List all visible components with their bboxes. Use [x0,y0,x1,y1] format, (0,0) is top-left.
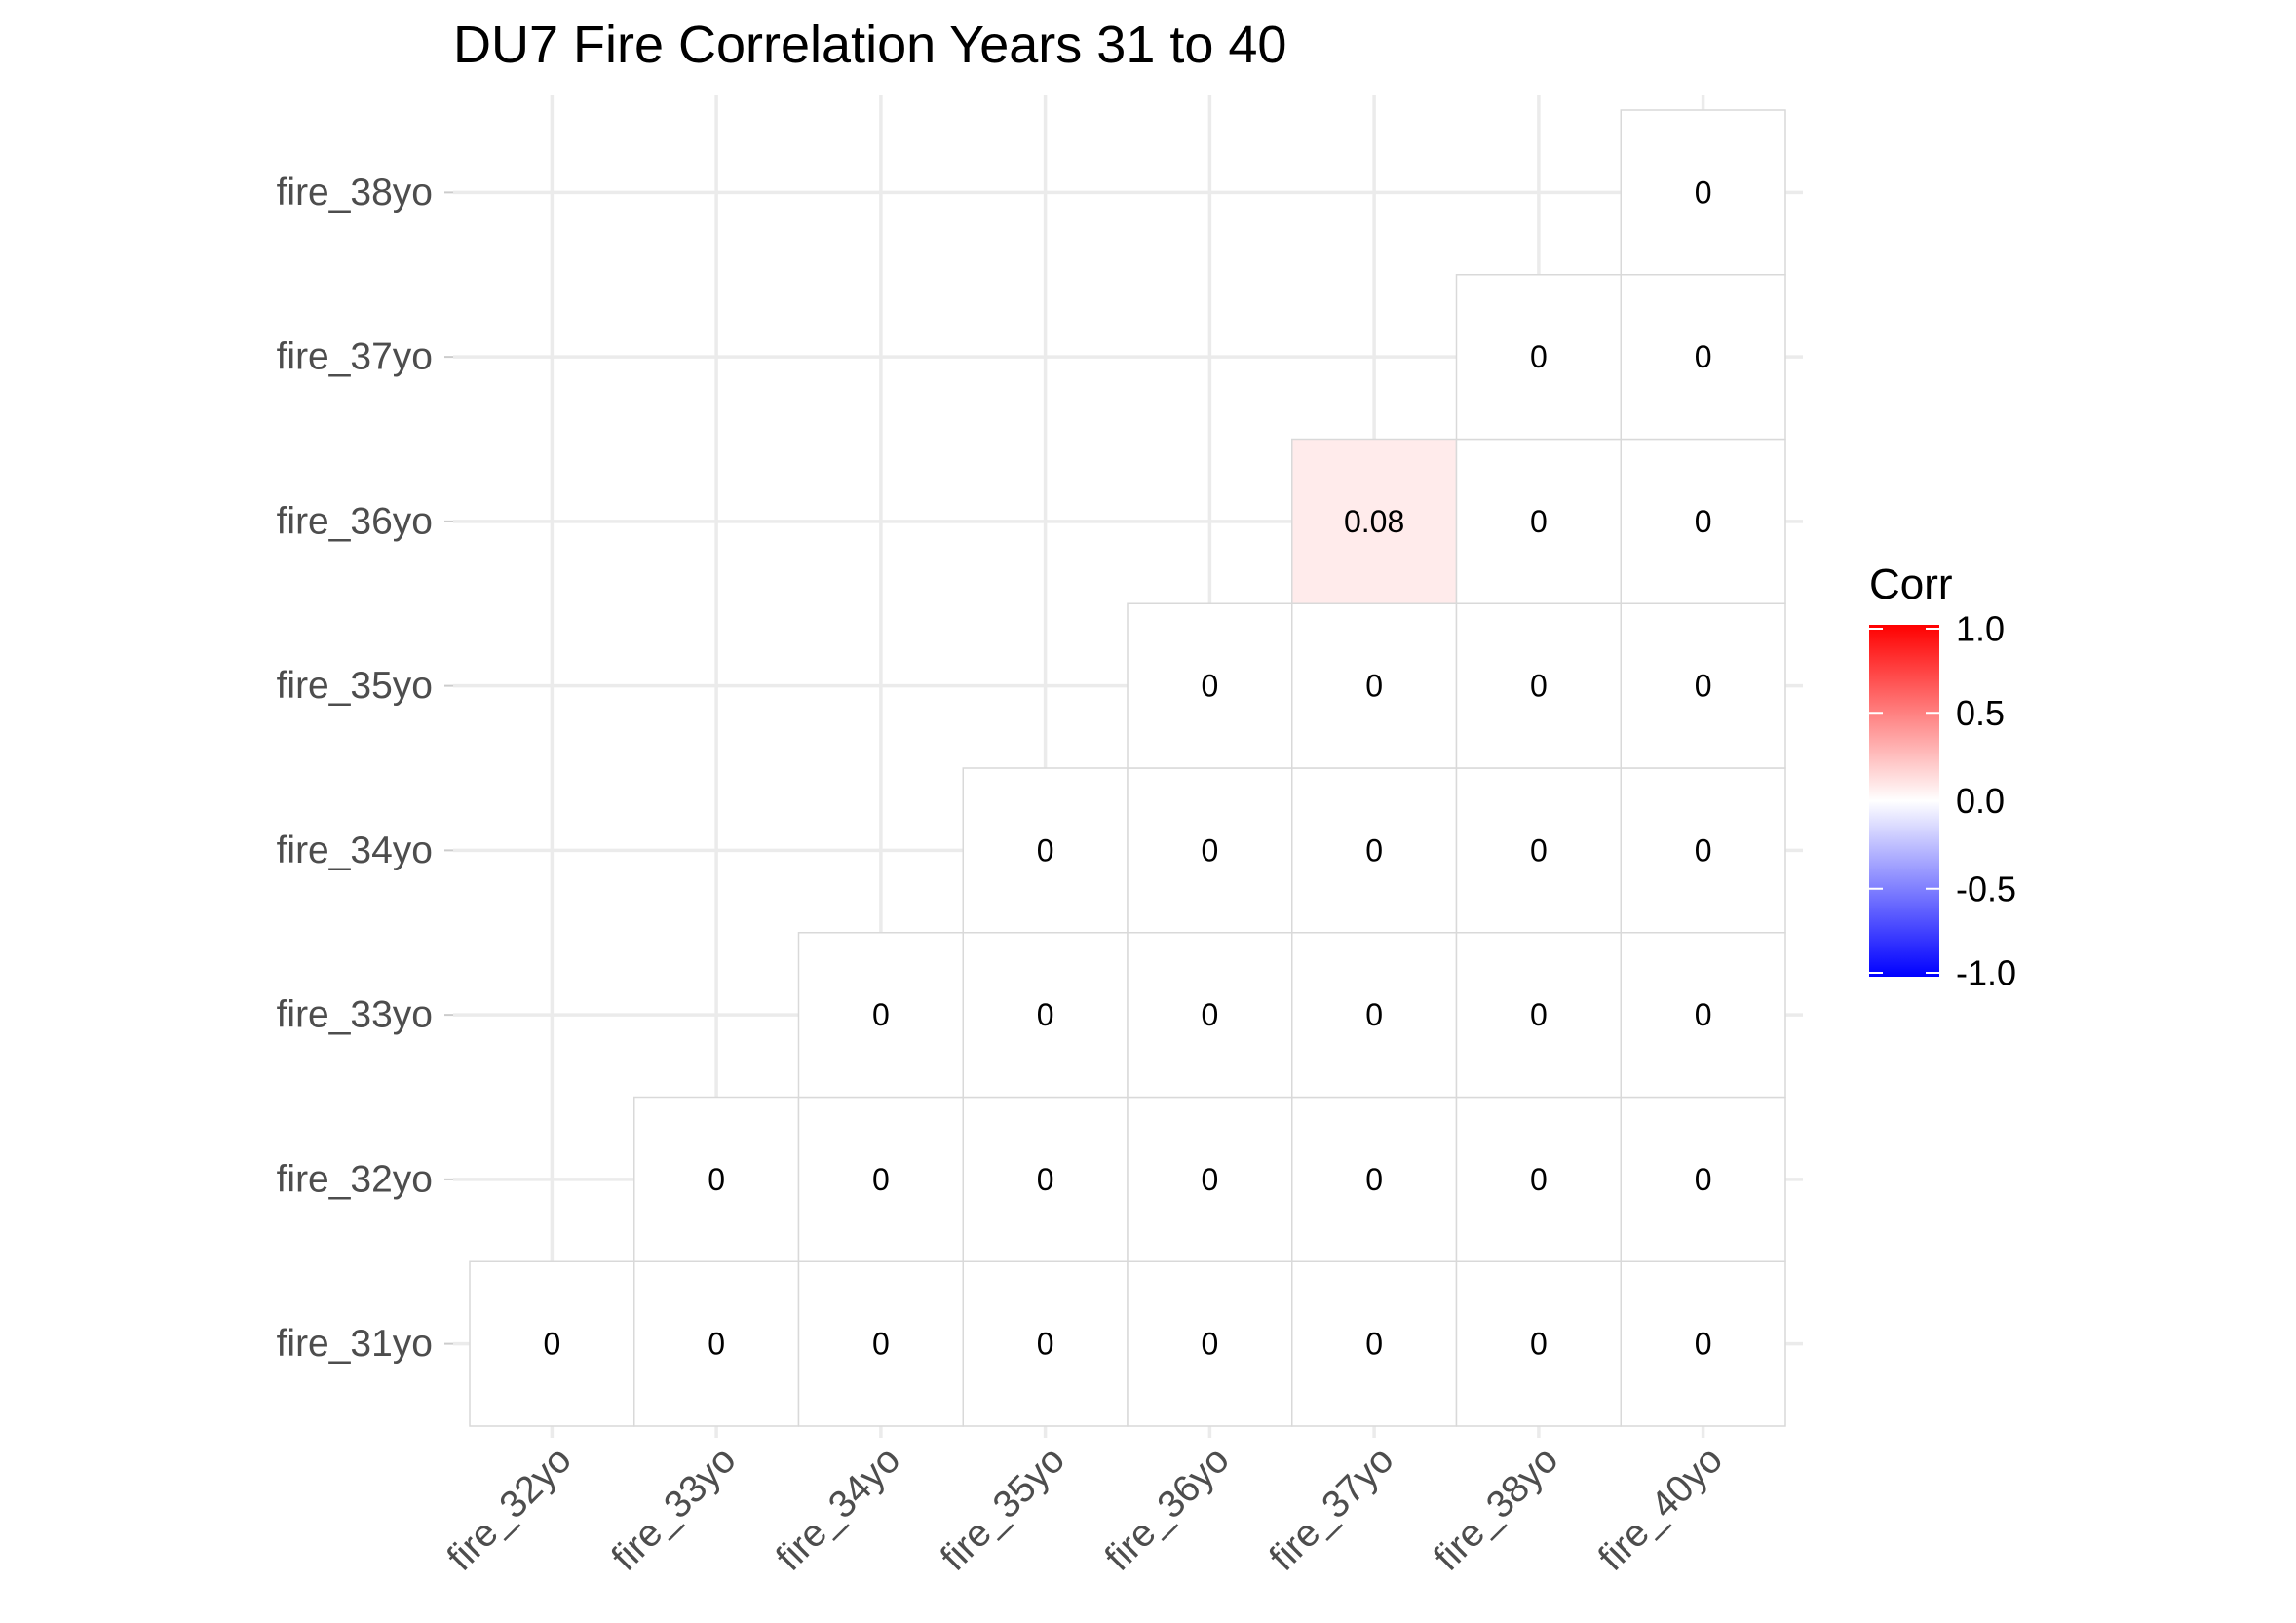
heatmap-cell [1620,109,1786,276]
cell-value-label: 0 [1365,997,1383,1032]
y-tick-label: fire_31yo [277,1323,433,1365]
x-tick-label: fire_38yo [1426,1439,1566,1579]
x-tick-label: fire_40yo [1590,1439,1731,1579]
cell-value-label: 0 [708,1327,725,1362]
heatmap-cells [469,109,1786,1427]
cell-value-label: 0 [1201,997,1218,1032]
cell-value-label: 0 [543,1327,560,1362]
cell-value-label: 0 [1530,1327,1548,1362]
heatmap-cell [633,1096,800,1262]
heatmap-cell [797,932,964,1099]
legend-tick-label: -0.5 [1956,869,2016,908]
heatmap-cell [1291,932,1458,1099]
heatmap-cell [469,1260,635,1427]
x-tick-label: fire_34yo [768,1439,908,1579]
legend-tick-label: 1.0 [1956,609,2005,649]
heatmap-cell [1291,1260,1458,1427]
y-tick-label: fire_38yo [277,172,433,213]
heatmap-cell [797,1260,964,1427]
heatmap-cell [1455,932,1622,1099]
cell-value-label: 0 [1695,997,1712,1032]
heatmap-cell [1620,1260,1786,1427]
cell-value-label: 0 [1695,339,1712,374]
heatmap-cell [1620,1096,1786,1262]
heatmap-cell [1455,1260,1622,1427]
legend-title: Corr [1869,560,1953,608]
y-tick-label: fire_37yo [277,336,433,378]
cell-value-label: 0 [1201,669,1218,704]
cell-value-label: 0 [1037,832,1054,868]
legend-ticks: 1.0 0.5 0.0 -0.5 -1.0 [1869,609,2016,993]
cell-value-label: 0 [708,1162,725,1197]
legend-tick-label: -1.0 [1956,953,2016,993]
legend: Corr 1.0 0.5 0.0 -0.5 -1.0 [1869,560,2016,993]
heatmap-cell [1127,767,1293,934]
cell-value-label: 0 [1695,504,1712,539]
cell-value-label: 0 [1530,669,1548,704]
heatmap-cell [1620,767,1786,934]
heatmap-cell [1127,1096,1293,1262]
cell-value-label: 0 [1037,1162,1054,1197]
heatmap-cell [1291,1096,1458,1262]
y-tick-label: fire_32yo [277,1158,433,1200]
heatmap-cell [962,1096,1129,1262]
cell-value-label: 0 [1695,832,1712,868]
y-tick-label: fire_33yo [277,994,433,1036]
heatmap-cell [1455,438,1622,604]
cell-value-label: 0 [872,997,890,1032]
heatmap-cell [1291,438,1458,604]
cell-value-label: 0 [1695,174,1712,210]
cell-value-label: 0 [1201,1327,1218,1362]
cell-value-label: 0 [1365,1162,1383,1197]
heatmap-cell [962,767,1129,934]
cell-value-label: 0 [1365,1327,1383,1362]
cell-value-label: 0 [1201,832,1218,868]
heatmap-cell [1455,1096,1622,1262]
y-tick-label: fire_36yo [277,500,433,542]
cell-value-label: 0 [1695,669,1712,704]
cell-value-label: 0 [1365,832,1383,868]
x-tick-label: fire_32yo [440,1439,580,1579]
cell-value-label: 0.08 [1344,504,1404,539]
cell-value-label: 0 [1530,504,1548,539]
chart-title: DU7 Fire Correlation Years 31 to 40 [453,16,1286,74]
cell-value-label: 0 [1365,669,1383,704]
y-tick-label: fire_34yo [277,830,433,871]
legend-tick-label: 0.5 [1956,693,2005,733]
cell-value-label: 0 [1530,1162,1548,1197]
cell-value-label: 0 [872,1327,890,1362]
y-tick-label: fire_35yo [277,665,433,707]
y-axis-ticks: fire_31yo fire_32yo fire_33yo fire_34yo fire… [277,172,453,1365]
legend-tick-label: 0.0 [1956,781,2005,821]
heatmap-cell [1127,932,1293,1099]
heatmap-cell [1620,932,1786,1099]
heatmap-cell [1620,274,1786,441]
cell-value-label: 0 [1695,1327,1712,1362]
cell-value-label: 0 [1037,997,1054,1032]
x-tick-label: fire_37yo [1262,1439,1402,1579]
heatmap-cell [1291,602,1458,769]
x-tick-label: fire_36yo [1097,1439,1238,1579]
cell-value-label: 0 [1695,1162,1712,1197]
x-tick-label: fire_35yo [933,1439,1073,1579]
cell-value-label: 0 [1037,1327,1054,1362]
heatmap-cell [962,932,1129,1099]
x-tick-label: fire_33yo [604,1439,745,1579]
heatmap-cell [1455,274,1622,441]
heatmap-cell [1620,602,1786,769]
heatmap-cell [797,1096,964,1262]
cell-value-label: 0 [872,1162,890,1197]
cell-labels: 0 0 0 0 0 0 0 0 0 0 0 0 0 0 0 0 0 0 0 0 0 0 0 0 0 0 0 0 0 0 0.08 0 0 0 0 0 [543,174,1711,1361]
x-axis-ticks: fire_32yo fire_33yo fire_34yo fire_35yo fire… [440,1439,1731,1579]
heatmap-cell [962,1260,1129,1427]
cell-value-label: 0 [1530,832,1548,868]
cell-value-label: 0 [1530,339,1548,374]
cell-value-label: 0 [1201,1162,1218,1197]
heatmap-cell [633,1260,800,1427]
cell-value-label: 0 [1530,997,1548,1032]
heatmap-cell [1127,1260,1293,1427]
heatmap-cell [1127,602,1293,769]
